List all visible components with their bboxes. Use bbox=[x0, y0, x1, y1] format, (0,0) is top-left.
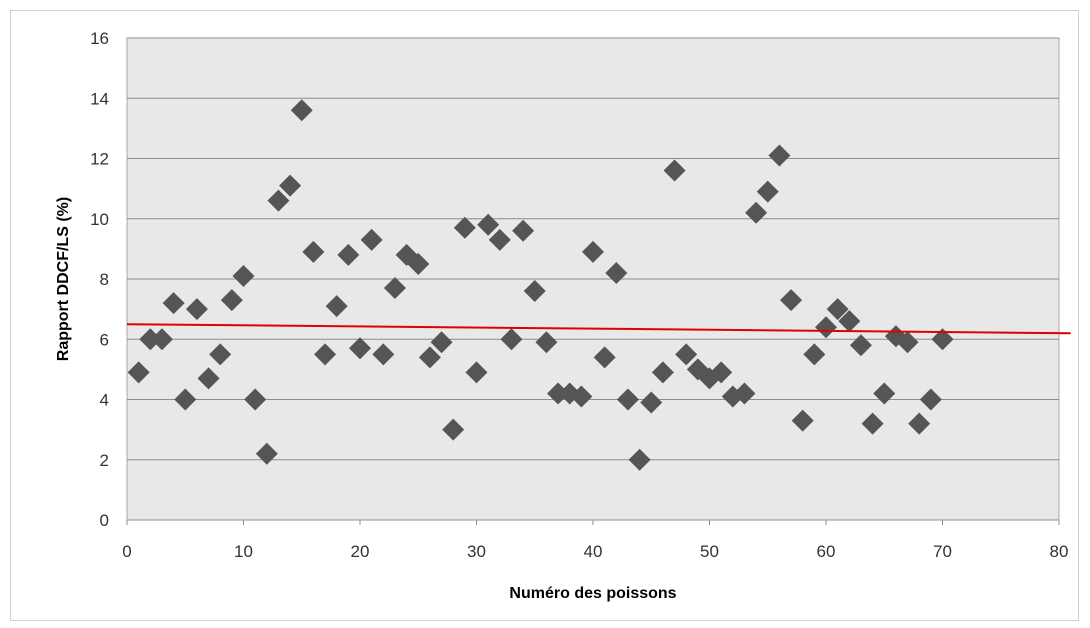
data-point bbox=[314, 343, 337, 366]
data-point bbox=[430, 331, 453, 354]
data-point bbox=[768, 144, 791, 167]
data-point bbox=[279, 174, 302, 197]
data-point bbox=[605, 261, 628, 284]
data-point bbox=[733, 382, 756, 405]
y-tick-label: 4 bbox=[100, 391, 109, 410]
data-point bbox=[383, 277, 406, 300]
data-point bbox=[896, 331, 919, 354]
data-point bbox=[465, 361, 488, 384]
data-point bbox=[663, 159, 686, 182]
x-tick-label: 0 bbox=[122, 542, 131, 561]
x-axis-title: Numéro des poissons bbox=[509, 585, 676, 602]
y-axis-ticks: 0 2 4 6 8 10 12 14 16 bbox=[90, 29, 109, 530]
data-point bbox=[360, 228, 383, 251]
data-point bbox=[139, 328, 162, 351]
data-point bbox=[337, 243, 360, 266]
data-point bbox=[302, 240, 325, 263]
data-point bbox=[547, 382, 570, 405]
data-point bbox=[232, 264, 255, 287]
data-point bbox=[756, 180, 779, 203]
data-point bbox=[651, 361, 674, 384]
x-tick-label: 20 bbox=[351, 542, 370, 561]
data-point bbox=[628, 448, 651, 471]
data-point bbox=[640, 391, 663, 414]
data-point bbox=[209, 343, 232, 366]
data-point bbox=[185, 298, 208, 321]
data-point bbox=[197, 367, 220, 390]
data-point bbox=[745, 201, 768, 224]
data-point bbox=[418, 346, 441, 369]
data-point bbox=[838, 310, 861, 333]
x-tick-label: 40 bbox=[584, 542, 603, 561]
data-point bbox=[244, 388, 267, 411]
data-point bbox=[582, 240, 604, 263]
data-point bbox=[500, 328, 523, 351]
data-point bbox=[512, 219, 535, 242]
y-tick-label: 0 bbox=[100, 511, 109, 530]
data-point bbox=[290, 99, 313, 122]
data-point bbox=[127, 361, 150, 384]
y-tick-label: 2 bbox=[100, 451, 109, 470]
x-tick-label: 30 bbox=[467, 542, 486, 561]
y-tick-label: 6 bbox=[100, 330, 109, 349]
data-point bbox=[616, 388, 639, 411]
data-point bbox=[174, 388, 197, 411]
y-tick-label: 12 bbox=[90, 150, 109, 169]
data-point bbox=[710, 361, 733, 384]
y-tick-label: 16 bbox=[90, 29, 109, 48]
data-point bbox=[477, 213, 500, 236]
data-point bbox=[919, 388, 942, 411]
data-point bbox=[407, 252, 430, 275]
data-point bbox=[849, 334, 872, 357]
data-points bbox=[127, 99, 954, 471]
data-point bbox=[453, 216, 476, 239]
data-point bbox=[150, 328, 173, 351]
data-point bbox=[325, 295, 348, 318]
data-point bbox=[826, 298, 849, 321]
data-point bbox=[861, 412, 884, 435]
data-point bbox=[791, 409, 814, 432]
x-tick-label: 70 bbox=[933, 542, 952, 561]
data-point bbox=[372, 343, 395, 366]
data-point bbox=[523, 280, 546, 303]
y-tick-label: 14 bbox=[90, 89, 109, 108]
data-point bbox=[873, 382, 896, 405]
data-point bbox=[488, 228, 511, 251]
data-point bbox=[442, 418, 465, 441]
data-point bbox=[908, 412, 931, 435]
data-point bbox=[803, 343, 826, 366]
data-point bbox=[815, 316, 837, 339]
trend-line bbox=[126, 323, 1071, 335]
data-point bbox=[593, 346, 616, 369]
data-point bbox=[931, 328, 954, 351]
data-point bbox=[267, 189, 290, 212]
x-tick-label: 80 bbox=[1050, 542, 1069, 561]
x-axis-ticks: 0 10 20 30 40 50 60 70 80 bbox=[122, 520, 1068, 561]
data-point bbox=[675, 343, 698, 366]
data-point bbox=[535, 331, 558, 354]
y-tick-label: 8 bbox=[100, 270, 109, 289]
y-tick-label: 10 bbox=[90, 210, 109, 229]
gridlines bbox=[127, 37, 1059, 461]
x-tick-label: 50 bbox=[700, 542, 719, 561]
data-point bbox=[570, 385, 593, 408]
x-tick-label: 60 bbox=[817, 542, 836, 561]
data-point bbox=[220, 289, 243, 312]
x-tick-label: 10 bbox=[234, 542, 253, 561]
y-axis-title: Rapport DDCF/LS (%) bbox=[55, 197, 72, 361]
data-point bbox=[780, 289, 803, 312]
data-point bbox=[255, 442, 278, 465]
data-point bbox=[349, 337, 371, 360]
data-point bbox=[162, 292, 185, 315]
